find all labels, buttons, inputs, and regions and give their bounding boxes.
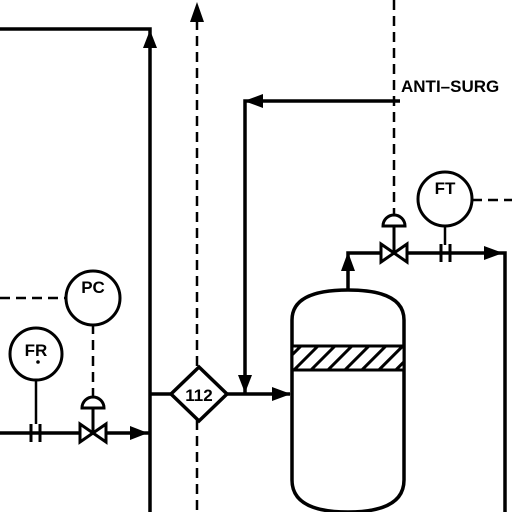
- arrow-up-signal: [190, 2, 204, 22]
- vessel-outlet-line: [346, 251, 507, 512]
- arrow-right-lower-left: [130, 426, 148, 440]
- arrow-right-into-vessel: [272, 387, 291, 401]
- asv-body: [379, 241, 409, 265]
- arrow-down-anti-surge: [238, 375, 252, 393]
- pc-instrument[interactable]: PC: [64, 269, 122, 327]
- fr-dot: [36, 360, 40, 364]
- junction-112[interactable]: 112: [168, 364, 230, 424]
- vessel-packing-bed: [290, 344, 406, 372]
- pc-valve-actuator: [80, 395, 106, 410]
- junction-tag: 112: [185, 386, 212, 405]
- arrow-left-anti-surge: [244, 94, 263, 108]
- top-left-process-line: [0, 27, 152, 512]
- arrow-up-top-left: [143, 30, 157, 48]
- pc-valve-body: [78, 421, 108, 445]
- ft-instrument[interactable]: FT: [416, 170, 474, 262]
- vessel-shell: [290, 288, 406, 512]
- pc-control-valve[interactable]: [78, 395, 108, 445]
- process-lines: [0, 27, 507, 512]
- junction-diamond: [168, 364, 230, 424]
- fr-instrument[interactable]: FR: [8, 326, 64, 442]
- pc-tag: PC: [81, 278, 105, 297]
- asv-actuator: [381, 213, 407, 228]
- fr-tag: FR: [25, 341, 48, 360]
- label-mask: [398, 70, 512, 96]
- arrow-up-vessel-outlet: [341, 252, 355, 271]
- anti-surge-control-valve[interactable]: [379, 213, 409, 265]
- ft-tag: FT: [435, 179, 456, 198]
- separator-vessel[interactable]: [290, 288, 406, 512]
- pc-bubble: [64, 269, 122, 327]
- arrow-right-outlet: [484, 246, 503, 260]
- anti-surge-label: ANTI–SURG: [401, 77, 499, 96]
